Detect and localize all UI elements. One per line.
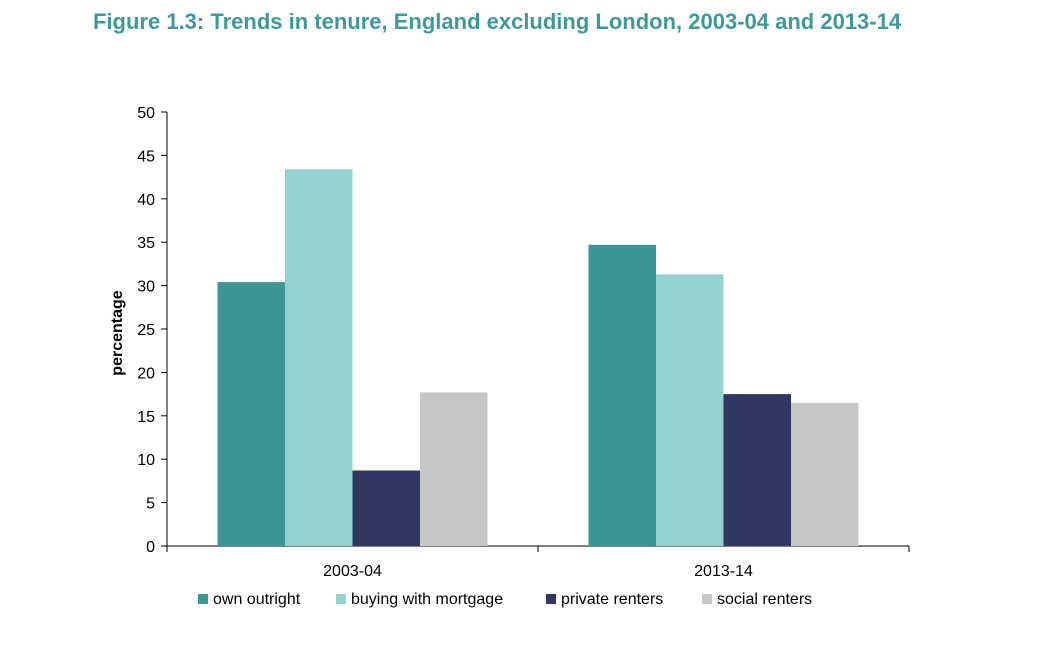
- legend-label: social renters: [717, 591, 812, 608]
- bar: [791, 402, 859, 546]
- bar: [420, 392, 488, 546]
- y-tick-label: 30: [137, 279, 155, 296]
- y-tick-label: 40: [137, 192, 155, 209]
- x-tick-label: 2013-14: [694, 563, 753, 580]
- bar: [656, 274, 724, 546]
- legend-label: own outright: [213, 591, 301, 608]
- y-tick-label: 10: [137, 452, 155, 469]
- y-axis: 0 5 10 15 20 25 30 35 40 45 50: [137, 105, 168, 556]
- y-tick-label: 50: [137, 105, 155, 122]
- bar: [285, 169, 353, 546]
- legend-swatch: [702, 594, 712, 604]
- y-axis-label: percentage: [109, 290, 126, 375]
- legend-swatch: [336, 594, 346, 604]
- legend-swatch: [198, 594, 208, 604]
- y-tick-label: 5: [146, 496, 155, 513]
- legend-label: buying with mortgage: [351, 591, 503, 608]
- x-tick-label: 2003-04: [323, 563, 382, 580]
- chart-title: Figure 1.3: Trends in tenure, England ex…: [93, 9, 902, 34]
- legend-swatch: [546, 594, 556, 604]
- y-tick-label: 35: [137, 235, 155, 252]
- bar: [723, 394, 791, 546]
- legend: own outright buying with mortgage private …: [198, 591, 812, 608]
- bars: [217, 169, 859, 546]
- y-tick-label: 0: [146, 539, 155, 556]
- y-tick-label: 20: [137, 365, 155, 382]
- bar: [588, 244, 656, 546]
- y-tick-label: 15: [137, 409, 155, 426]
- y-tick-label: 45: [137, 148, 155, 165]
- y-tick-label: 25: [137, 322, 155, 339]
- bar: [217, 282, 285, 546]
- x-axis: 2003-04 2013-14: [166, 545, 910, 580]
- legend-label: private renters: [561, 591, 663, 608]
- bar: [352, 470, 420, 546]
